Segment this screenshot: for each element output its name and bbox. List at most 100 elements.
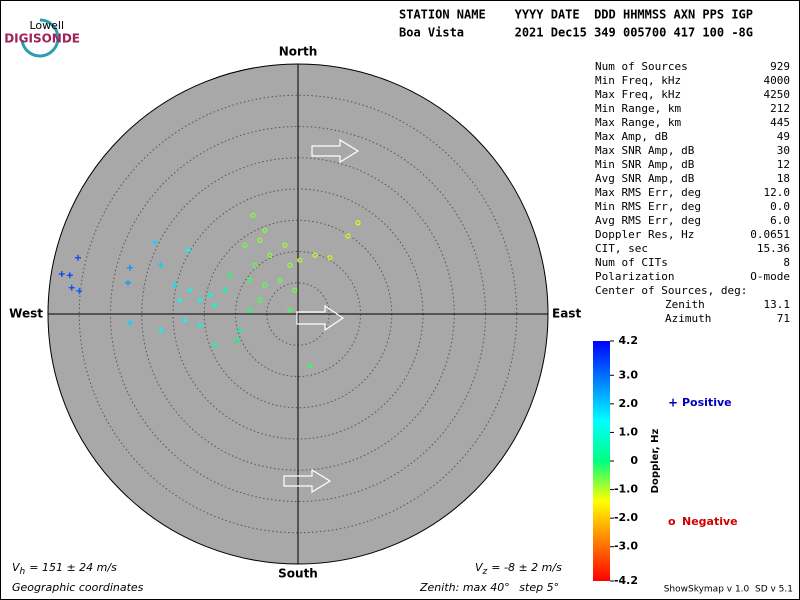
compass-east: East <box>552 307 581 321</box>
colorbar-tick-label: -1.0 <box>614 483 638 496</box>
source-negative <box>297 257 303 263</box>
stat-label: CIT, sec <box>595 242 648 255</box>
stat-value: 6.0 <box>770 214 790 227</box>
stat-value: 0.0651 <box>750 228 790 241</box>
source-negative <box>247 307 253 313</box>
source-positive <box>233 337 240 344</box>
step-text: step <box>519 581 543 594</box>
stat-label: Polarization <box>595 270 674 283</box>
header-line: Boa Vista 2021 Dec15 349 005700 417 100 … <box>399 26 753 40</box>
stat-label: Max SNR Amp, dB <box>595 144 695 157</box>
source-positive <box>196 322 203 329</box>
source-negative <box>292 287 298 293</box>
stat-label: Avg RMS Err, deg <box>595 214 701 227</box>
source-positive <box>68 284 75 291</box>
stat-label: Max RMS Err, deg <box>595 186 701 199</box>
source-negative <box>257 237 263 243</box>
svg-text:Vz= -8 ± 2 m/s: Vz = -8 ± 2 m/s <box>475 561 562 577</box>
source-positive <box>196 297 203 304</box>
svg-text:Zenith: max 40° step 5°: Zenith: max 40° step 5° <box>419 581 559 594</box>
zenith-step: 5° <box>547 581 560 594</box>
velocity-arrows <box>283 138 360 494</box>
source-negative <box>282 242 288 248</box>
source-negative <box>227 272 233 278</box>
source-negative <box>345 233 351 239</box>
source-positive <box>181 317 188 324</box>
legend-label: Negative <box>682 515 738 528</box>
colorbar-tick-label: -4.2 <box>614 574 638 587</box>
center-label: Zenith <box>665 298 705 311</box>
colorbar-tick-label: -3.0 <box>614 540 638 553</box>
source-positive <box>206 292 213 299</box>
stat-value: 445 <box>770 116 790 129</box>
zenith-max: 40° <box>490 581 510 594</box>
vz-symbol: V <box>475 561 484 574</box>
stat-value: O-mode <box>750 270 790 283</box>
stat-value: 4250 <box>764 88 791 101</box>
stat-label: Num of Sources <box>595 60 688 73</box>
colorbar-tick-label: 0 <box>630 454 638 467</box>
source-positive <box>157 262 164 269</box>
source-positive <box>151 239 158 246</box>
center-title: Center of Sources, deg: <box>595 284 747 297</box>
center-value: 13.1 <box>764 298 791 311</box>
stat-label: Min Freq, kHz <box>595 74 681 87</box>
source-negative <box>312 252 318 258</box>
source-positive <box>176 297 183 304</box>
source-positive <box>185 247 191 254</box>
legend-symbol: o <box>668 515 676 528</box>
source-positive <box>66 272 73 279</box>
colorbar-tick-label: 3.0 <box>619 368 639 381</box>
stat-value: 15.36 <box>757 242 790 255</box>
stat-label: Doppler Res, Hz <box>595 228 694 241</box>
vz-sub: z <box>482 567 488 577</box>
source-positive <box>236 327 243 334</box>
colorbar-label: Doppler, Hz <box>650 429 661 494</box>
source-negative <box>250 212 256 218</box>
stat-value: 18 <box>777 172 790 185</box>
stat-value: 0.0 <box>770 200 790 213</box>
colorbar-tick-label: 1.0 <box>619 425 639 438</box>
stat-label: Max Amp, dB <box>595 130 668 143</box>
stat-label: Num of CITs <box>595 256 668 269</box>
source-positive <box>221 287 228 294</box>
source-positive <box>76 287 83 294</box>
stat-value: 8 <box>783 256 790 269</box>
source-positive <box>126 319 133 326</box>
vh-value: = 151 ± 24 m/s <box>29 561 117 574</box>
source-positive <box>75 254 81 261</box>
colorbar-tick-label: 4.2 <box>619 334 639 347</box>
legend-symbol: + <box>668 396 678 410</box>
source-positive <box>157 327 164 334</box>
source-negative <box>252 262 258 268</box>
stat-label: Max Range, km <box>595 116 681 129</box>
svg-text:Vh= 151 ± 24 m/s: Vh = 151 ± 24 m/s <box>12 561 117 577</box>
source-negative <box>262 227 268 233</box>
source-negative <box>287 307 293 313</box>
colorbar-tick-label: 2.0 <box>619 397 639 410</box>
center-label: Azimuth <box>665 312 711 325</box>
colorbar-tick-label: -2.0 <box>614 511 638 524</box>
stat-label: Min RMS Err, deg <box>595 200 701 213</box>
source-positive <box>125 279 131 286</box>
source-positive <box>126 264 133 271</box>
source-negative <box>287 262 293 268</box>
stat-label: Min SNR Amp, dB <box>595 158 695 171</box>
stat-value: 12 <box>777 158 790 171</box>
center-value: 71 <box>777 312 790 325</box>
stat-value: 929 <box>770 60 790 73</box>
source-positive <box>211 302 218 309</box>
header-line: STATION NAME YYYY DATE DDD HHMMSS AXN PP… <box>399 8 753 22</box>
source-positive <box>171 282 178 289</box>
source-negative <box>262 282 268 288</box>
vh-symbol: V <box>12 561 21 574</box>
source-negative <box>307 363 313 369</box>
source-negative <box>242 242 248 248</box>
source-negative <box>257 297 263 303</box>
compass-south: South <box>278 567 318 581</box>
stat-value: 4000 <box>764 74 791 87</box>
stat-label: Max Freq, kHz <box>595 88 681 101</box>
stat-label: Min Range, km <box>595 102 681 115</box>
stat-value: 30 <box>777 144 790 157</box>
version: ShowSkymap v 1.0 SD v 5.1 <box>664 585 793 595</box>
